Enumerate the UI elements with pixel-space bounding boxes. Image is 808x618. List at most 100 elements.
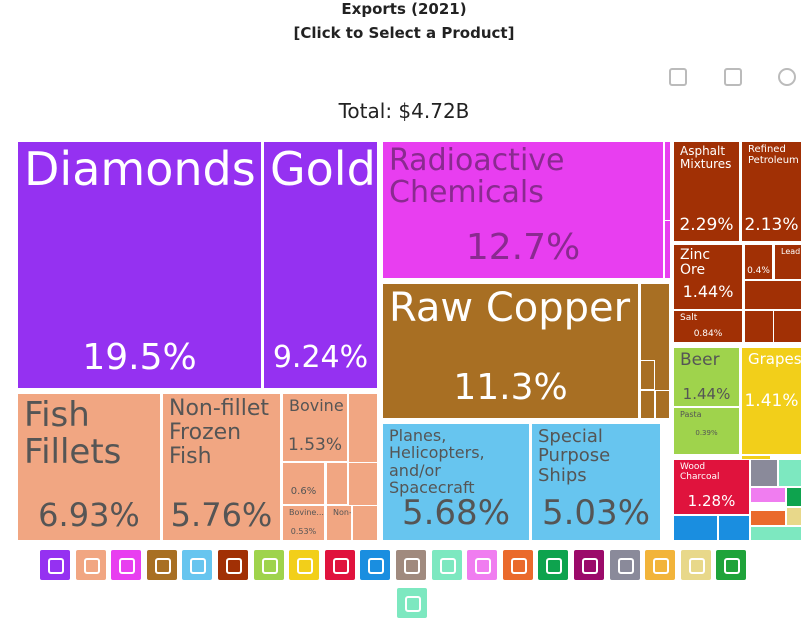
tile-label: Pasta	[680, 410, 702, 419]
category-icon[interactable]	[111, 550, 142, 580]
tile-value-label: 1.53%	[287, 435, 342, 455]
tile[interactable]: Non-...	[326, 505, 352, 541]
minor-tile	[655, 390, 670, 419]
tile-label: Grapes	[748, 350, 802, 368]
category-icon[interactable]	[467, 550, 498, 580]
tile-value-label: 1.44%	[682, 282, 734, 301]
tile-label: Bovine	[289, 396, 344, 415]
category-icon[interactable]	[253, 550, 284, 580]
tile-label: Diamonds	[24, 142, 256, 196]
minor-tile	[786, 507, 802, 526]
tile-value-label: 0.53%	[290, 527, 317, 536]
tile-value-label: 0.84%	[693, 329, 723, 339]
table-button[interactable]	[669, 68, 687, 86]
minor-tile	[750, 487, 786, 503]
tile[interactable]: Gold 9.24%	[263, 141, 378, 389]
tile[interactable]: Refined Petroleum 2.13%	[741, 141, 802, 242]
image-button[interactable]	[724, 68, 742, 86]
tile-label: Lead...	[781, 247, 801, 256]
tile[interactable]: Diamonds 19.5%	[17, 141, 262, 389]
minor-tile	[773, 310, 802, 343]
minor-tile	[750, 459, 778, 487]
tile[interactable]: Zinc Ore 1.44%	[673, 244, 743, 310]
tile-value-label: 6.93%	[38, 496, 140, 534]
minor-tile	[640, 360, 655, 390]
minor-tile	[326, 462, 348, 505]
category-icon[interactable]	[397, 588, 427, 618]
tile[interactable]: Non-fillet Frozen Fish 5.76%	[162, 393, 281, 541]
category-icon[interactable]	[574, 550, 604, 580]
minor-tile	[778, 459, 802, 487]
category-icon[interactable]	[502, 550, 533, 580]
tile[interactable]: 0.4%	[744, 244, 773, 280]
tile-label: Bovine...	[289, 508, 324, 517]
category-icon[interactable]	[324, 550, 355, 580]
tile-value-label: 1.41%	[744, 391, 799, 411]
category-icon[interactable]	[538, 550, 569, 580]
category-icon[interactable]	[431, 550, 462, 580]
category-icon[interactable]	[680, 550, 711, 580]
minor-tile	[744, 280, 802, 310]
share-button[interactable]	[778, 68, 796, 86]
category-icon[interactable]	[146, 550, 177, 580]
tile-label: Asphalt Mixtures	[680, 144, 732, 171]
category-icon[interactable]	[75, 550, 106, 580]
category-icon[interactable]	[645, 550, 676, 580]
category-icon[interactable]	[716, 550, 747, 580]
tile[interactable]: 0.6%	[282, 462, 325, 505]
tile-label: Raw Copper	[389, 285, 631, 331]
tile-label: Zinc Ore	[680, 247, 711, 279]
tile-value-label: 5.03%	[541, 493, 650, 533]
tile-value-label: 0.39%	[695, 429, 718, 437]
tile[interactable]: Planes, Helicopters, and/or Spacecraft 5.…	[382, 423, 530, 541]
category-icon[interactable]	[40, 550, 70, 580]
category-icon[interactable]	[396, 550, 426, 580]
tile[interactable]: Grapes 1.41%	[741, 347, 802, 455]
tile-label: Beer	[680, 350, 720, 370]
tile[interactable]: Beer 1.44%	[673, 347, 740, 407]
minor-tile	[640, 390, 655, 419]
tile[interactable]: Pasta 0.39%	[673, 407, 740, 455]
category-icon[interactable]	[360, 550, 391, 580]
tile-value-label: 12.7%	[465, 227, 581, 268]
tile-value-label: 9.24%	[272, 340, 369, 375]
tile-value-label: 0.4%	[747, 266, 770, 276]
tile[interactable]: Asphalt Mixtures 2.29%	[673, 141, 740, 242]
tile-value-label: 19.5%	[82, 337, 197, 378]
tile-label: Refined Petroleum	[748, 144, 799, 166]
tile-label: Salt	[680, 313, 698, 323]
tile-value-label: 2.29%	[679, 215, 734, 235]
tile-value-label: 1.28%	[687, 492, 736, 510]
tile[interactable]: Special Purpose Ships 5.03%	[531, 423, 661, 541]
tile[interactable]: Radioactive Chemicals 12.7%	[382, 141, 664, 279]
tile-label: Planes, Helicopters, and/or Spacecraft	[389, 426, 485, 497]
tile[interactable]: Fish Fillets 6.93%	[17, 393, 161, 541]
tile-label: Wood Charcoal	[680, 462, 720, 482]
category-icon[interactable]	[182, 550, 213, 580]
tile-label: Non-fillet Frozen Fish	[169, 396, 270, 469]
total-label: Total: $4.72B	[338, 99, 470, 123]
tile-value-label: 1.44%	[682, 385, 731, 403]
category-icon[interactable]	[218, 550, 248, 580]
tile-value-label: 11.3%	[453, 367, 568, 408]
tile[interactable]: Bovine... 0.53%	[282, 505, 325, 541]
tile-label: Radioactive Chemicals	[389, 143, 565, 211]
category-icon[interactable]	[289, 550, 320, 580]
minor-tile	[673, 515, 718, 541]
tile[interactable]: Raw Copper 11.3%	[382, 283, 639, 419]
tile[interactable]: Lead...	[774, 244, 802, 280]
category-icon[interactable]	[609, 550, 640, 580]
tile[interactable]: Bovine 1.53%	[282, 393, 348, 462]
tile[interactable]: Wood Charcoal 1.28%	[673, 459, 750, 515]
tile-value-label: 2.13%	[744, 215, 799, 235]
tile[interactable]: Salt 0.84%	[673, 310, 743, 343]
minor-tile	[786, 487, 802, 507]
minor-tile	[750, 510, 786, 526]
tile-label: Special Purpose Ships	[538, 426, 611, 486]
minor-tile	[718, 515, 750, 541]
tile-label: Gold	[270, 142, 376, 196]
minor-tile	[750, 526, 802, 541]
tile-label: Fish Fillets	[24, 395, 122, 472]
chart-title: Exports (2021)	[341, 0, 467, 18]
